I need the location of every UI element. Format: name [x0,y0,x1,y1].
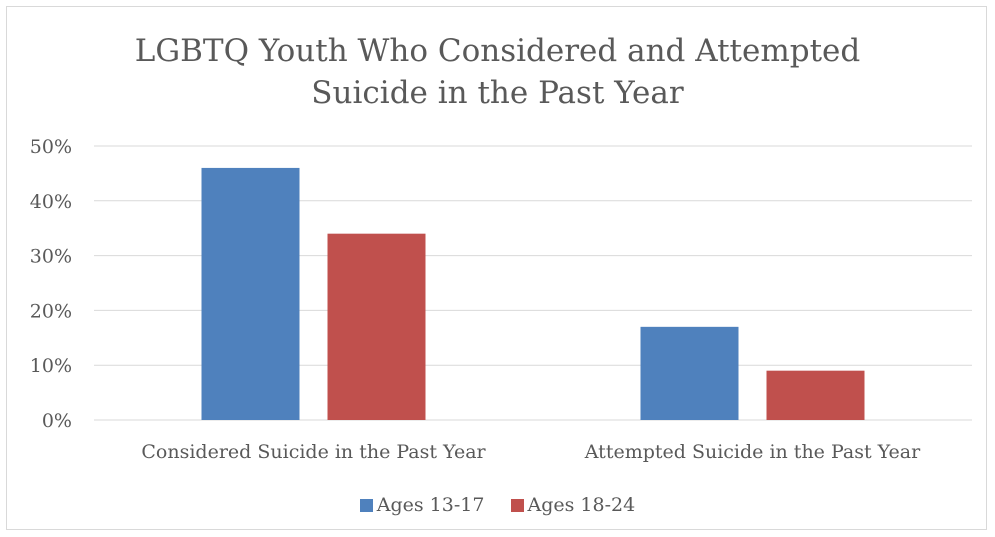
legend-swatch-ages-18-24 [510,498,524,512]
chart-title-line-2: Suicide in the Past Year [311,75,684,111]
y-tick-label: 40% [30,191,72,213]
chart-title: LGBTQ Youth Who Considered and Attempted… [0,30,995,114]
y-tick-label: 20% [30,300,72,322]
legend-label-ages-18-24: Ages 18-24 [527,494,636,516]
chart-title-line-1: LGBTQ Youth Who Considered and Attempted [134,33,861,69]
bar-ages-18-24-0 [327,233,426,420]
y-tick-label: 30% [30,246,72,268]
bar-chart: 0% 10% 20% 30% 40% 50% Considered Suicide in t… [30,136,972,463]
y-tick-label: 0% [42,410,72,432]
x-category-label: Considered Suicide in the Past Year [141,441,486,463]
x-category-label: Attempted Suicide in the Past Year [584,441,921,463]
y-tick-label: 10% [30,355,72,377]
legend-item-ages-13-17: Ages 13-17 [359,494,485,516]
legend-label-ages-13-17: Ages 13-17 [376,494,485,516]
legend-swatch-ages-13-17 [359,498,373,512]
legend: Ages 13-17 Ages 18-24 [0,494,995,517]
y-tick-label: 50% [30,136,72,158]
bar-ages-18-24-1 [766,370,865,420]
bar-ages-13-17-0 [201,167,300,420]
bar-ages-13-17-1 [640,326,739,420]
legend-item-ages-18-24: Ages 18-24 [510,494,636,516]
chart-frame [6,6,987,530]
